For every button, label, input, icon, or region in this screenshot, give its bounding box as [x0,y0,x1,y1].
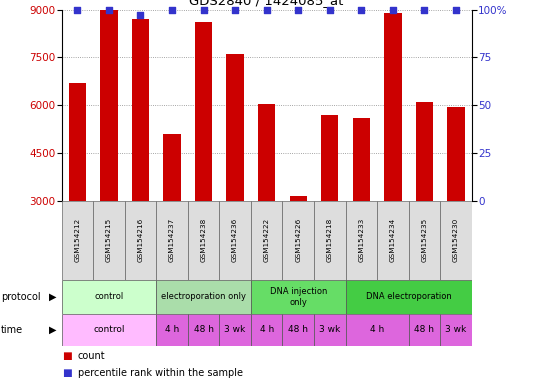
Point [452,7,460,13]
Bar [251,201,282,280]
Text: GSM154215: GSM154215 [106,218,112,262]
Point [231,7,240,13]
Text: electroporation only: electroporation only [161,292,246,301]
Bar [62,314,157,346]
Text: 48 h: 48 h [193,325,213,334]
Point [168,7,176,13]
Point [294,7,302,13]
Point [357,7,366,13]
Text: time: time [1,325,23,335]
Bar [440,201,472,280]
Bar [346,314,408,346]
Bar [157,280,251,314]
Bar [157,201,188,280]
Bar [440,314,472,346]
Text: ■: ■ [62,351,71,361]
Bar [226,54,244,201]
Point [325,7,334,13]
Bar [157,314,188,346]
Text: GSM154235: GSM154235 [421,218,427,262]
Bar [132,19,149,201]
Text: 3 wk: 3 wk [225,325,245,334]
Point [105,7,113,13]
Bar [282,314,314,346]
Point [73,7,81,13]
Bar [416,102,433,201]
Bar [353,118,370,201]
Text: percentile rank within the sample: percentile rank within the sample [78,368,243,378]
Text: 3 wk: 3 wk [319,325,340,334]
Bar [314,314,346,346]
Text: GSM154222: GSM154222 [264,218,270,262]
Text: ▶: ▶ [49,325,57,335]
Text: count: count [78,351,106,361]
Text: GSM154218: GSM154218 [327,218,333,262]
Text: GSM154226: GSM154226 [295,218,301,262]
Bar [163,134,181,201]
Text: GSM154212: GSM154212 [75,218,80,262]
Bar [346,201,377,280]
Bar [384,13,401,201]
Text: GSM154236: GSM154236 [232,218,238,262]
Title: GDS2840 / 1424085_at: GDS2840 / 1424085_at [189,0,344,7]
Text: protocol: protocol [1,292,41,302]
Bar [69,83,86,201]
Bar [219,201,251,280]
Bar [314,201,346,280]
Bar [289,196,307,201]
Bar [251,314,282,346]
Text: GSM154233: GSM154233 [358,218,364,262]
Bar [346,280,472,314]
Text: GSM154238: GSM154238 [200,218,206,262]
Text: 48 h: 48 h [414,325,434,334]
Point [420,7,429,13]
Text: DNA electroporation: DNA electroporation [366,292,451,301]
Point [389,7,397,13]
Bar [195,22,212,201]
Text: ■: ■ [62,368,71,378]
Text: 3 wk: 3 wk [445,325,466,334]
Bar [188,201,219,280]
Bar [188,314,219,346]
Point [136,12,145,18]
Text: control: control [94,292,124,301]
Bar [62,201,93,280]
Text: DNA injection
only: DNA injection only [270,287,327,306]
Bar [447,107,465,201]
Text: GSM154230: GSM154230 [453,218,459,262]
Bar [377,201,408,280]
Bar [321,115,338,201]
Bar [100,10,117,201]
Text: 48 h: 48 h [288,325,308,334]
Text: 4 h: 4 h [259,325,274,334]
Bar [282,201,314,280]
Text: GSM154234: GSM154234 [390,218,396,262]
Bar [251,280,346,314]
Bar [62,280,157,314]
Bar [408,201,440,280]
Text: ▶: ▶ [49,292,57,302]
Text: GSM154237: GSM154237 [169,218,175,262]
Point [199,7,208,13]
Bar [93,201,125,280]
Text: GSM154216: GSM154216 [138,218,144,262]
Bar [219,314,251,346]
Text: 4 h: 4 h [165,325,179,334]
Point [263,7,271,13]
Bar [258,104,276,201]
Text: 4 h: 4 h [370,325,384,334]
Text: control: control [93,325,125,334]
Bar [125,201,157,280]
Bar [408,314,440,346]
